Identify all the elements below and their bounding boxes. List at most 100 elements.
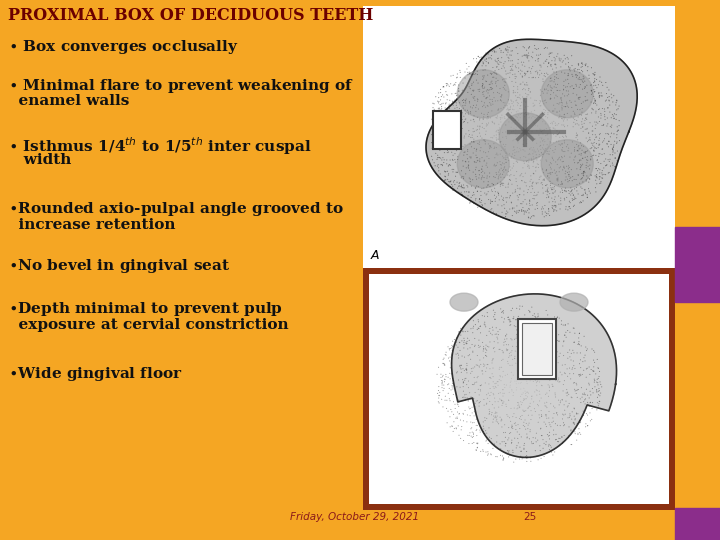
- Point: [571, 91, 582, 99]
- Point: [536, 113, 547, 122]
- Point: [495, 305, 506, 313]
- Point: [567, 177, 578, 185]
- Point: [517, 145, 528, 154]
- Point: [556, 433, 567, 442]
- Point: [472, 443, 483, 451]
- Point: [446, 381, 458, 390]
- Point: [544, 189, 555, 198]
- Point: [472, 324, 484, 333]
- Point: [517, 203, 528, 212]
- Point: [482, 120, 493, 129]
- Point: [454, 142, 466, 151]
- Bar: [675, 227, 720, 302]
- Point: [430, 132, 441, 140]
- Point: [493, 130, 505, 139]
- Point: [489, 394, 500, 402]
- Point: [542, 367, 554, 376]
- Point: [554, 349, 566, 357]
- Point: [531, 51, 542, 59]
- Point: [575, 93, 586, 102]
- Point: [472, 385, 484, 394]
- Point: [463, 160, 474, 169]
- Point: [492, 381, 504, 389]
- Point: [563, 144, 575, 152]
- Point: [510, 383, 522, 392]
- Point: [551, 73, 562, 82]
- Point: [444, 156, 456, 164]
- Point: [589, 358, 600, 367]
- Point: [446, 134, 457, 143]
- Point: [521, 132, 533, 140]
- Point: [526, 324, 538, 333]
- Point: [512, 101, 523, 110]
- Point: [447, 112, 459, 120]
- Point: [603, 143, 614, 151]
- Point: [531, 429, 542, 437]
- Point: [511, 113, 523, 122]
- Point: [613, 122, 625, 130]
- Point: [485, 199, 496, 208]
- Point: [600, 96, 612, 104]
- Point: [483, 342, 495, 351]
- Point: [568, 338, 580, 347]
- Point: [469, 380, 480, 388]
- Point: [552, 313, 563, 322]
- Point: [573, 95, 585, 104]
- Point: [611, 130, 623, 139]
- Point: [510, 209, 522, 218]
- Point: [487, 187, 498, 196]
- Point: [446, 90, 458, 98]
- Point: [487, 63, 499, 72]
- Point: [563, 63, 575, 72]
- Point: [482, 112, 493, 121]
- Point: [482, 181, 494, 190]
- Point: [577, 357, 588, 366]
- Point: [573, 150, 585, 159]
- Point: [464, 70, 475, 78]
- Point: [428, 105, 440, 113]
- Point: [553, 375, 564, 384]
- Point: [467, 131, 478, 139]
- Point: [452, 349, 464, 357]
- Point: [472, 361, 483, 369]
- Point: [500, 158, 512, 167]
- Point: [538, 333, 549, 341]
- Point: [572, 340, 584, 349]
- Point: [537, 435, 549, 444]
- Point: [593, 175, 605, 184]
- Point: [607, 145, 618, 154]
- Point: [505, 351, 517, 360]
- Point: [464, 153, 476, 161]
- Point: [537, 165, 549, 173]
- Point: [544, 106, 555, 115]
- Point: [513, 55, 524, 64]
- Point: [463, 187, 474, 196]
- Point: [450, 118, 462, 127]
- Point: [559, 186, 570, 195]
- Point: [523, 113, 535, 122]
- Point: [454, 134, 465, 143]
- Point: [498, 153, 509, 162]
- Point: [560, 173, 572, 181]
- Point: [573, 120, 585, 129]
- Point: [427, 156, 438, 164]
- Point: [520, 389, 531, 398]
- Point: [531, 377, 543, 386]
- Point: [483, 405, 495, 414]
- Point: [479, 318, 490, 327]
- Point: [578, 390, 590, 399]
- Point: [593, 374, 604, 383]
- Point: [474, 381, 486, 390]
- Point: [456, 184, 468, 192]
- Point: [533, 401, 544, 410]
- Point: [521, 92, 533, 101]
- Point: [605, 122, 616, 131]
- Point: [535, 50, 546, 59]
- Point: [477, 446, 489, 454]
- Point: [562, 354, 574, 362]
- Point: [541, 186, 553, 195]
- Point: [534, 446, 546, 455]
- Point: [510, 63, 522, 72]
- Point: [530, 147, 541, 156]
- Point: [452, 422, 464, 430]
